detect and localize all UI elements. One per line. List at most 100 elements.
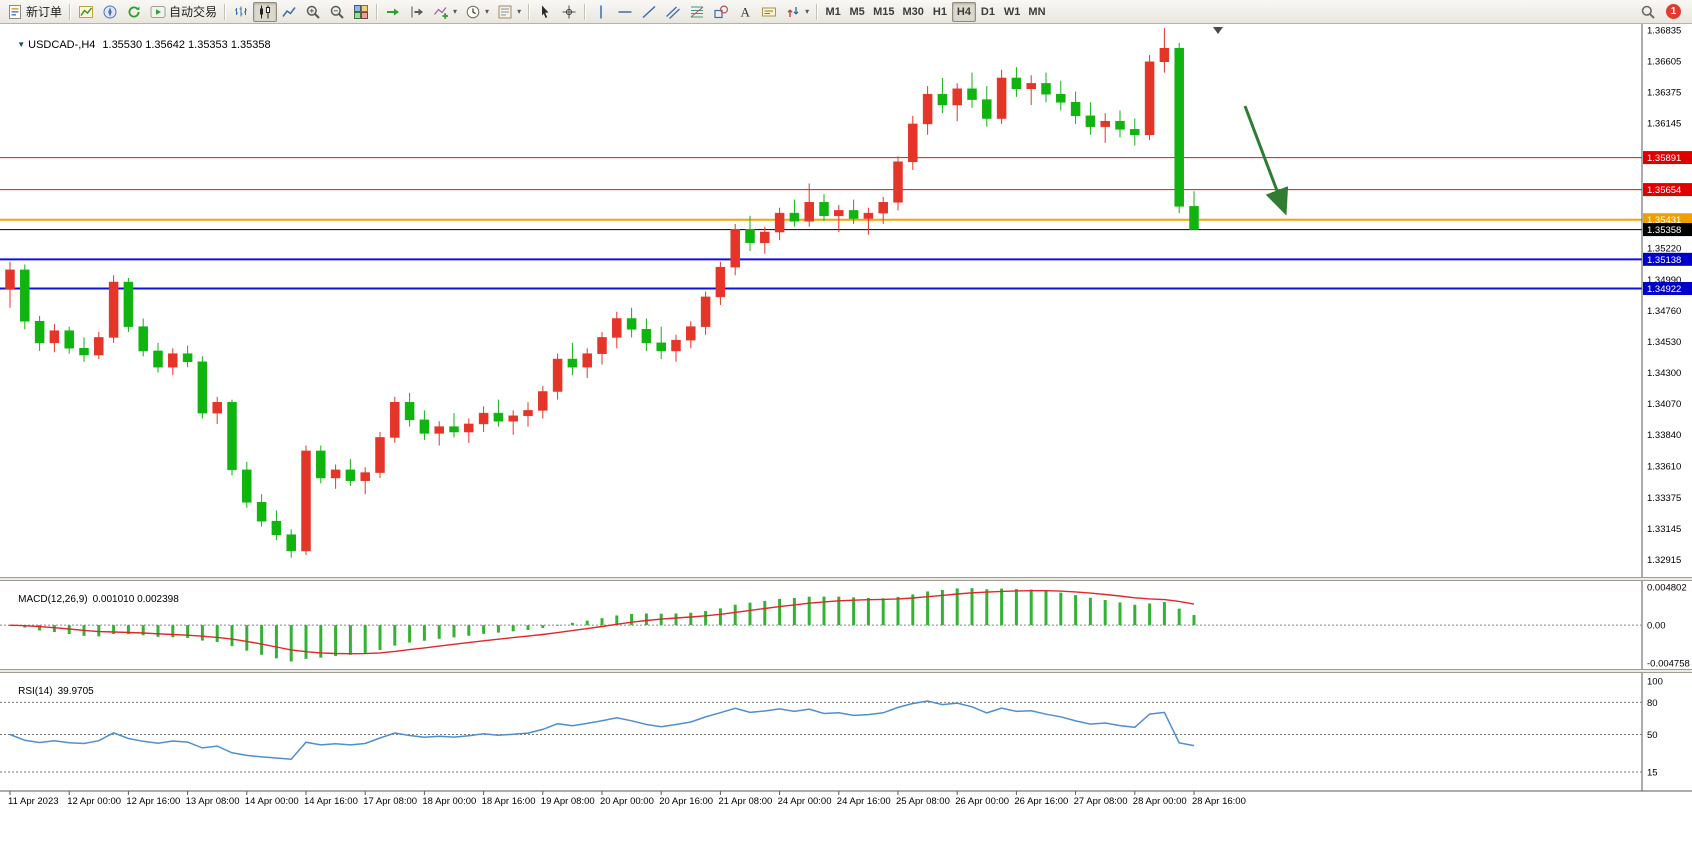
timeframe-m1-button[interactable]: M1 — [825, 5, 841, 18]
svg-text:1.35654: 1.35654 — [1647, 185, 1681, 196]
crosshair-button[interactable] — [557, 2, 581, 22]
price-axis[interactable]: 1.36835 1.36605 1.36375 1.36145 1.35220 1.349… — [1641, 24, 1692, 791]
rsi-value: 39.9705 — [57, 686, 94, 697]
price-label-1.35138: 1.35138 — [1643, 252, 1692, 266]
svg-text:20 Apr 16:00: 20 Apr 16:00 — [659, 796, 713, 807]
oneclick-collapse-icon[interactable]: ▼ — [17, 40, 26, 49]
autotrading-button[interactable]: 自动交易 — [146, 2, 221, 22]
macd-panel[interactable]: 0.004802 0.00 -0.004758 — [0, 583, 1690, 670]
svg-text:1.33375: 1.33375 — [1647, 493, 1681, 504]
candles-chart-button[interactable] — [253, 1, 278, 22]
timeframe-w1-button[interactable]: W1 — [1003, 5, 1021, 18]
rsi-line — [9, 700, 1195, 760]
toolbar-separator — [528, 3, 531, 20]
dropdown-caret-icon: ▾ — [805, 7, 810, 16]
timeframe-h4-button[interactable]: H4 — [951, 1, 976, 22]
text-label-button[interactable] — [757, 2, 781, 22]
chart-plot-area[interactable] — [0, 26, 1642, 577]
timeframe-m15-button[interactable]: M15 — [873, 5, 895, 18]
new-chart-button[interactable] — [74, 2, 98, 22]
timeframe-h1-button[interactable]: H1 — [932, 5, 947, 18]
search-icon[interactable] — [1640, 4, 1656, 20]
svg-text:17 Apr 08:00: 17 Apr 08:00 — [363, 796, 417, 807]
templates-icon — [497, 4, 513, 20]
indicators-button[interactable]: ▾ — [429, 2, 461, 22]
periods-button[interactable]: ▾ — [461, 2, 493, 22]
cursor-icon — [537, 4, 553, 20]
svg-text:-0.004758: -0.004758 — [1647, 659, 1690, 670]
cursor-button[interactable] — [533, 2, 557, 22]
notification-badge[interactable]: 1 — [1666, 4, 1681, 19]
svg-text:12 Apr 00:00: 12 Apr 00:00 — [67, 796, 121, 807]
timeframe-mn-button[interactable]: MN — [1028, 5, 1046, 18]
macd-values: 0.001010 0.002398 — [92, 594, 179, 605]
new-order-button[interactable]: 新订单 — [3, 2, 66, 22]
rsi-panel[interactable]: 100 80 50 15 — [0, 677, 1663, 779]
svg-text:1.32915: 1.32915 — [1647, 555, 1681, 566]
chart-shift-icon — [409, 4, 425, 20]
panel-separator[interactable] — [0, 577, 1692, 581]
bars-chart-button[interactable] — [229, 2, 253, 22]
svg-text:1.33610: 1.33610 — [1647, 461, 1681, 472]
new-order-icon — [7, 4, 23, 20]
fibonacci-button[interactable] — [685, 2, 709, 22]
tile-windows-button[interactable] — [349, 2, 373, 22]
vertical-line-button[interactable] — [589, 2, 613, 22]
trendline-button[interactable] — [637, 2, 661, 22]
svg-text:1.36145: 1.36145 — [1647, 119, 1681, 130]
svg-text:26 Apr 00:00: 26 Apr 00:00 — [955, 796, 1009, 807]
svg-text:19 Apr 08:00: 19 Apr 08:00 — [541, 796, 595, 807]
timeframe-m5-button[interactable]: M5 — [849, 5, 865, 18]
price-label-1.35358: 1.35358 — [1643, 223, 1692, 237]
svg-text:1.36605: 1.36605 — [1647, 57, 1681, 68]
chart-shift-button[interactable] — [405, 2, 429, 22]
crosshair-icon — [561, 4, 577, 20]
svg-text:14 Apr 00:00: 14 Apr 00:00 — [245, 796, 299, 807]
vline-icon — [593, 4, 609, 20]
drawn-arrow-annotation[interactable] — [1243, 105, 1289, 216]
svg-text:24 Apr 16:00: 24 Apr 16:00 — [837, 796, 891, 807]
templates-button[interactable]: ▾ — [493, 2, 525, 22]
svg-text:20 Apr 00:00: 20 Apr 00:00 — [600, 796, 654, 807]
rsi-indicator-label[interactable]: RSI(14) 39.9705 — [7, 675, 94, 708]
channel-button[interactable] — [661, 2, 685, 22]
periods-icon — [465, 4, 481, 20]
price-label-1.35431: 1.35431 — [1643, 213, 1692, 227]
line-chart-icon — [281, 4, 297, 20]
dropdown-caret-icon: ▾ — [453, 7, 458, 16]
zoom-in-button[interactable] — [301, 2, 325, 22]
svg-text:1.35138: 1.35138 — [1647, 255, 1681, 266]
text-button[interactable]: A — [733, 2, 757, 22]
macd-indicator-label[interactable]: MACD(12,26,9) 0.001010 0.002398 — [7, 583, 179, 616]
navigator-button[interactable] — [98, 2, 122, 22]
toolbar-separator — [376, 3, 379, 20]
chart-title: ▼ USDCAD-,H4 1.35530 1.35642 1.35353 1.353… — [5, 27, 270, 63]
candlestick-series — [5, 27, 1199, 558]
zoom-out-button[interactable] — [325, 2, 349, 22]
channel-icon — [665, 4, 681, 20]
time-axis[interactable]: 11 Apr 2023 12 Apr 00:00 12 Apr 16:00 13 Ap… — [0, 790, 1692, 807]
line-chart-button[interactable] — [277, 2, 301, 22]
shapes-button[interactable] — [709, 2, 733, 22]
tile-windows-icon — [353, 4, 369, 20]
refresh-button[interactable] — [122, 2, 146, 22]
svg-text:11 Apr 2023: 11 Apr 2023 — [8, 796, 59, 807]
svg-text:14 Apr 16:00: 14 Apr 16:00 — [304, 796, 358, 807]
timeframe-d1-button[interactable]: D1 — [980, 5, 995, 18]
trendline-icon — [641, 4, 657, 20]
svg-text:27 Apr 08:00: 27 Apr 08:00 — [1074, 796, 1128, 807]
svg-text:25 Apr 08:00: 25 Apr 08:00 — [896, 796, 950, 807]
panel-separator[interactable] — [0, 669, 1692, 673]
svg-text:1.35220: 1.35220 — [1647, 244, 1681, 255]
arrows-button[interactable]: ▾ — [781, 2, 813, 22]
auto-scroll-button[interactable] — [381, 2, 405, 22]
chart-shift-marker[interactable] — [1213, 27, 1223, 34]
rsi-name: RSI(14) — [18, 686, 53, 697]
horizontal-line-button[interactable] — [613, 2, 637, 22]
timeframe-m30-button[interactable]: M30 — [902, 5, 924, 18]
svg-text:1.33840: 1.33840 — [1647, 430, 1681, 441]
shapes-icon — [713, 4, 729, 20]
hline-icon — [617, 4, 633, 20]
toolbar-button-label: 新订单 — [26, 5, 63, 19]
